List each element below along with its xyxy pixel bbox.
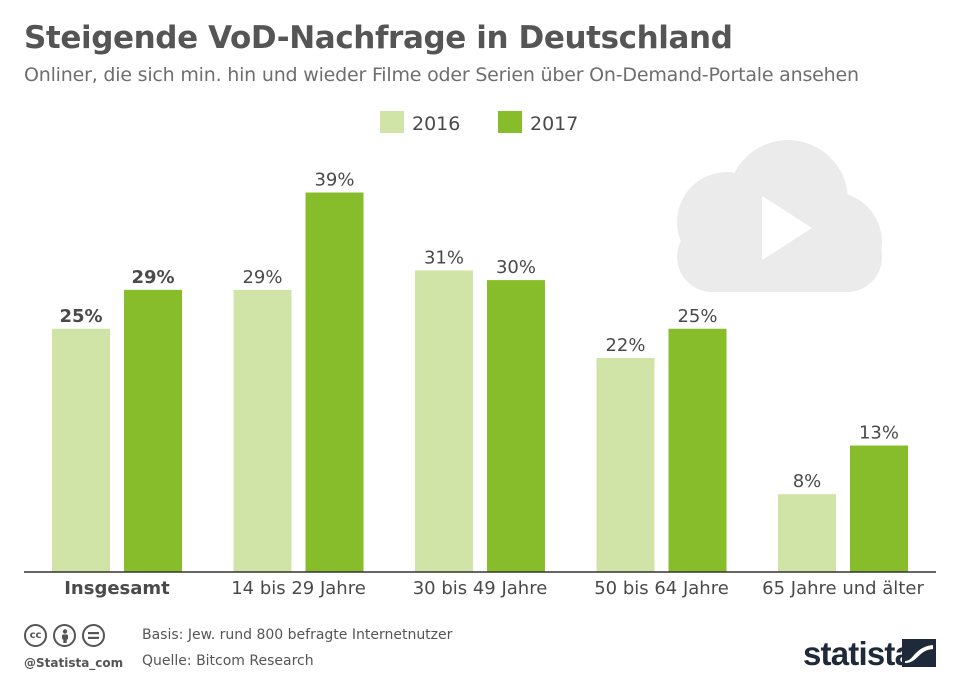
category-label-65-jahre-und-älter: 65 Jahre und älter <box>762 578 924 599</box>
cc-icon: cc <box>24 624 47 647</box>
license-icons: cc <box>24 624 105 647</box>
bar-chart: 2016 2017 25% 29% Insgesamt 29% 39% 14 bis 29… <box>24 111 936 599</box>
data-label-2016-50-bis-64-jahre: 22% <box>605 335 645 356</box>
bar-2017-insgesamt <box>124 289 182 572</box>
statista-handle: @Statista_com <box>24 656 124 670</box>
legend-label-2016: 2016 <box>412 113 460 135</box>
legend: 2016 2017 <box>380 111 578 135</box>
chart-subtitle: Onliner, die sich min. hin und wieder Fi… <box>24 64 859 86</box>
statista-logo-icon <box>902 639 936 667</box>
bar-2017-30-bis-49-jahre <box>487 280 545 572</box>
data-label-2016-14-bis-29-jahre: 29% <box>242 267 282 288</box>
data-label-2016-insgesamt: 25% <box>59 306 102 327</box>
bar-2017-50-bis-64-jahre <box>668 328 727 572</box>
data-label-2017-30-bis-49-jahre: 30% <box>496 257 536 278</box>
bar-2016-50-bis-64-jahre <box>596 357 655 572</box>
bar-2017-65-jahre-und-älter <box>850 445 908 572</box>
bar-2017-14-bis-29-jahre <box>305 192 364 572</box>
bar-2016-insgesamt <box>52 328 110 572</box>
data-label-2017-insgesamt: 29% <box>131 267 174 288</box>
nd-icon <box>82 624 105 647</box>
data-label-2016-30-bis-49-jahre: 31% <box>424 247 464 268</box>
category-label-30-bis-49-jahre: 30 bis 49 Jahre <box>413 578 548 599</box>
category-label-50-bis-64-jahre: 50 bis 64 Jahre <box>594 578 729 599</box>
data-label-2017-14-bis-29-jahre: 39% <box>314 170 354 191</box>
legend-label-2017: 2017 <box>530 113 578 135</box>
cloud-play-icon <box>677 140 882 292</box>
by-icon <box>53 624 76 647</box>
category-label-14-bis-29-jahre: 14 bis 29 Jahre <box>231 578 366 599</box>
data-label-2016-65-jahre-und-älter: 8% <box>793 471 822 492</box>
basis-note: Basis: Jew. rund 800 befragte Internetnu… <box>142 627 453 643</box>
bar-2016-14-bis-29-jahre <box>233 289 292 572</box>
category-label-insgesamt: Insgesamt <box>64 578 170 599</box>
legend-swatch-2016 <box>380 111 404 133</box>
statista-logo-text: statista <box>803 635 913 672</box>
bar-2016-65-jahre-und-älter <box>778 494 836 572</box>
data-label-2017-65-jahre-und-älter: 13% <box>859 423 899 444</box>
data-label-2017-50-bis-64-jahre: 25% <box>677 306 717 327</box>
chart-title: Steigende VoD-Nachfrage in Deutschland <box>24 20 733 56</box>
source-note: Quelle: Bitcom Research <box>142 653 314 669</box>
legend-swatch-2017 <box>498 111 522 133</box>
bar-2016-30-bis-49-jahre <box>415 270 473 572</box>
